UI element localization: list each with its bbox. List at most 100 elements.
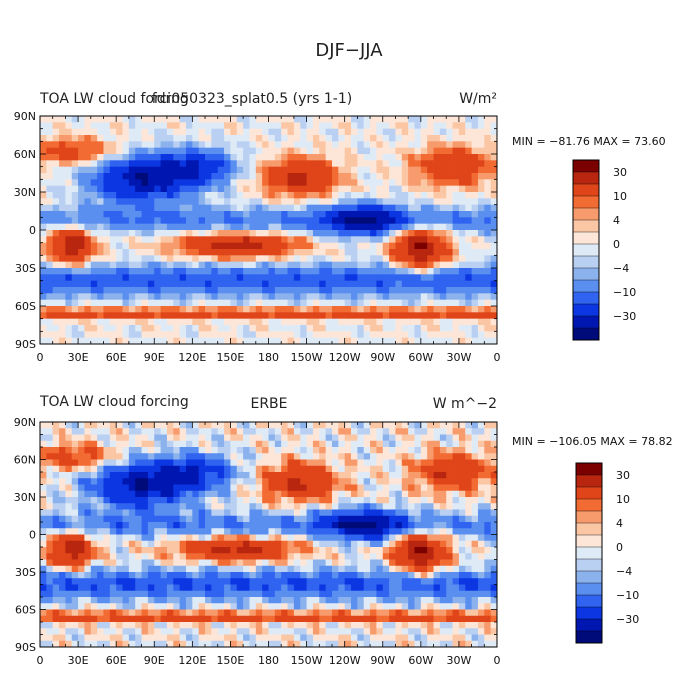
- field-cell: [147, 318, 155, 326]
- field-cell: [370, 217, 377, 225]
- field-cell: [287, 559, 295, 567]
- field-cell: [344, 211, 352, 218]
- field-cell: [236, 325, 244, 332]
- field-cell: [427, 179, 434, 187]
- field-cell: [135, 217, 142, 225]
- field-cell: [40, 147, 47, 155]
- field-cell: [52, 236, 60, 244]
- field-cell: [300, 522, 307, 529]
- field-cell: [205, 249, 212, 256]
- field-cell: [198, 515, 206, 523]
- field-cell: [230, 578, 238, 585]
- field-cell: [452, 236, 460, 244]
- field-cell: [274, 584, 282, 592]
- field-cell: [185, 522, 193, 529]
- field-cell: [40, 204, 47, 212]
- field-cell: [211, 572, 219, 579]
- field-cell: [71, 534, 79, 542]
- field-cell: [363, 223, 371, 231]
- field-cell: [408, 534, 415, 542]
- field-cell: [249, 223, 257, 231]
- field-cell: [179, 465, 187, 473]
- field-cell: [109, 135, 117, 142]
- field-cell: [471, 211, 479, 218]
- field-cell: [420, 597, 428, 604]
- field-cell: [281, 128, 288, 136]
- field-cell: [84, 534, 92, 542]
- field-cell: [351, 325, 358, 332]
- field-cell: [40, 261, 47, 269]
- field-cell: [160, 572, 168, 579]
- y-tick-label: 90S: [15, 338, 36, 351]
- field-cell: [319, 299, 327, 307]
- field-cell: [185, 597, 193, 604]
- field-cell: [293, 318, 301, 326]
- field-cell: [249, 211, 257, 218]
- field-cell: [446, 274, 453, 282]
- field-cell: [185, 306, 193, 313]
- field-cell: [306, 287, 314, 294]
- field-cell: [338, 490, 346, 498]
- field-cell: [312, 192, 320, 199]
- field-cell: [446, 515, 453, 523]
- field-cell: [84, 609, 92, 617]
- field-cell: [211, 242, 219, 250]
- field-cell: [40, 472, 47, 479]
- field-cell: [97, 590, 104, 598]
- field-cell: [389, 590, 396, 598]
- field-cell: [281, 166, 288, 174]
- field-cell: [477, 135, 485, 142]
- field-cell: [427, 128, 434, 136]
- field-cell: [331, 565, 339, 573]
- field-cell: [166, 584, 174, 592]
- field-cell: [262, 185, 269, 193]
- field-cell: [205, 287, 212, 294]
- field-cell: [420, 459, 428, 467]
- field-cell: [141, 490, 149, 498]
- field-cell: [179, 242, 187, 250]
- field-cell: [185, 509, 193, 517]
- field-cell: [78, 154, 85, 161]
- field-cell: [205, 255, 212, 263]
- field-cell: [198, 306, 206, 313]
- field-cell: [268, 337, 276, 345]
- field-cell: [52, 331, 60, 339]
- field-cell: [90, 255, 98, 263]
- field-cell: [116, 274, 123, 282]
- field-cell: [420, 578, 428, 585]
- field-cell: [370, 249, 377, 256]
- field-cell: [446, 422, 453, 429]
- field-cell: [401, 242, 409, 250]
- field-cell: [84, 173, 92, 180]
- field-cell: [344, 255, 352, 263]
- field-cell: [408, 528, 415, 535]
- field-cell: [312, 287, 320, 294]
- field-cell: [52, 509, 60, 517]
- field-cell: [363, 597, 371, 604]
- field-cell: [376, 484, 384, 492]
- field-cell: [363, 287, 371, 294]
- field-cell: [173, 325, 181, 332]
- field-cell: [243, 274, 250, 282]
- field-cell: [471, 484, 479, 492]
- field-cell: [376, 478, 384, 485]
- field-cell: [230, 192, 238, 199]
- field-cell: [249, 503, 257, 510]
- field-cell: [230, 584, 238, 592]
- field-cell: [427, 299, 434, 307]
- field-cell: [116, 293, 123, 301]
- field-cell: [230, 572, 238, 579]
- field-cell: [224, 306, 231, 313]
- field-cell: [351, 185, 358, 193]
- field-cell: [141, 484, 149, 492]
- field-cell: [103, 603, 111, 610]
- field-cell: [427, 565, 434, 573]
- field-cell: [192, 497, 200, 504]
- field-cell: [408, 547, 415, 554]
- field-cell: [268, 204, 276, 212]
- field-cell: [141, 249, 149, 256]
- field-cell: [319, 293, 327, 301]
- field-cell: [414, 590, 422, 598]
- field-cell: [128, 590, 136, 598]
- field-cell: [338, 547, 346, 554]
